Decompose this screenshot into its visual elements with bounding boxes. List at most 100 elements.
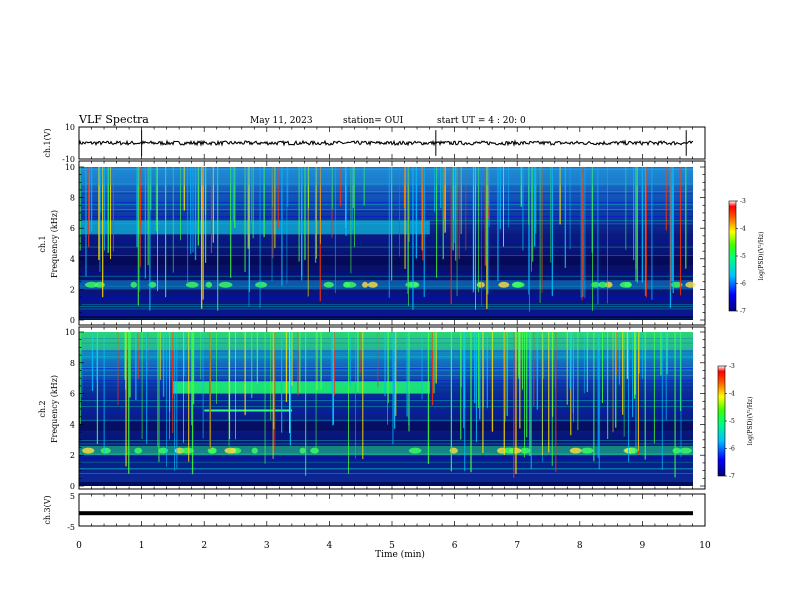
bottom-strip <box>79 482 693 486</box>
hiss-blob <box>180 447 194 454</box>
hiss-blob <box>408 447 422 454</box>
hiss-blob <box>597 281 608 288</box>
x-tick-label: 8 <box>577 541 583 551</box>
hiss-blob <box>130 281 137 288</box>
hiss-blob <box>520 447 531 454</box>
colorbar-tick-label: -5 <box>740 253 746 260</box>
ch2-spectrogram-panel: 0 2 4 6 8 10 ch.2 Frequency (kHz) <box>38 326 706 491</box>
hiss-blob <box>255 281 268 288</box>
ch1-waveform-panel: 10 -10 ch.1(V) <box>43 123 706 164</box>
hiss-blob <box>624 281 632 288</box>
x-tick-label: 5 <box>389 541 395 551</box>
hiss-blob <box>218 281 233 288</box>
x-tick-label: 2 <box>201 541 207 551</box>
hiss-blob <box>205 281 213 288</box>
colorbar-tick-label: -3 <box>729 363 735 370</box>
colorbar-tick-label: -5 <box>729 418 735 425</box>
ch1-ylabel: ch.1(V) <box>43 128 52 157</box>
y-tick-label: 6 <box>70 390 75 399</box>
ch2-colorbar-scale <box>717 365 726 477</box>
x-tick-label: 6 <box>452 541 458 551</box>
station-label: station= OUI <box>343 116 404 126</box>
hiss-blob <box>502 447 517 454</box>
x-tick-label: 4 <box>327 541 333 551</box>
ch3-waveform-frame <box>78 493 706 527</box>
hiss-blob <box>367 281 378 288</box>
hiss-blob <box>299 447 306 454</box>
ch1-spectrogram-bg <box>79 167 693 320</box>
colorbar-tick-label: -6 <box>729 446 735 453</box>
hiss-blob <box>82 447 95 454</box>
ch2-colorbar: -3 -4 -5 -6 -7 log(PSD)(V²/Hz) <box>717 363 754 480</box>
hiss-blob <box>685 281 696 288</box>
hiss-blob <box>134 447 143 454</box>
ch2-spectrogram-marks <box>79 332 693 486</box>
quiet-band <box>79 421 693 431</box>
hiss-blob <box>679 447 692 454</box>
colorbar-tick-label: -7 <box>740 308 746 315</box>
hiss-blob <box>511 281 523 288</box>
ch1-waveform-trace <box>78 130 694 156</box>
hiss-blob <box>251 447 258 454</box>
x-tick-label: 10 <box>699 541 711 551</box>
ch3-waveform-panel: 5 -5 ch.3(V) <box>43 492 706 532</box>
upper-emission <box>79 332 693 351</box>
ch1-panel-label: ch.1 <box>38 235 47 252</box>
colorbar-tick-label: -4 <box>729 391 735 398</box>
y-tick-label: 0 <box>70 316 75 325</box>
emission-band <box>79 220 430 235</box>
hiss-blob <box>310 447 319 454</box>
ch3-ylabel: ch.3(V) <box>43 495 52 524</box>
ch1-ytick-top: 10 <box>65 123 75 132</box>
ch1-spectrogram-panel: 0 2 4 6 8 10 ch.1 Frequency (kHz) <box>38 160 706 326</box>
colorbar-tick-label: -7 <box>729 473 735 480</box>
x-tick-label: 9 <box>640 541 646 551</box>
x-tick-label: 1 <box>139 541 145 551</box>
x-axis-label: Time (min) <box>375 549 425 560</box>
quiet-band <box>79 255 693 265</box>
upper-emission <box>79 167 693 186</box>
ch1-colorbar: -3 -4 -5 -6 -7 log(PSD)(V²/Hz) <box>728 198 765 315</box>
colorbar-tick-label: -4 <box>740 226 746 233</box>
start-time-label: start UT = 4 : 20: 0 <box>437 116 526 126</box>
colorbar-tick-label: -3 <box>740 198 746 205</box>
hiss-blob <box>100 447 111 454</box>
x-tick-label: 3 <box>264 541 270 551</box>
hiss-blob <box>476 281 485 288</box>
hiss-blob <box>207 447 216 454</box>
y-tick-label: 4 <box>70 255 75 264</box>
ch1-trace-line <box>78 139 694 147</box>
hiss-blob <box>410 281 420 288</box>
ch2-spectrogram-bg <box>79 332 693 486</box>
hiss-blob <box>185 281 199 288</box>
hiss-blob <box>581 447 594 454</box>
hiss-blob <box>84 281 99 288</box>
y-tick-label: 10 <box>65 163 75 172</box>
hiss-blob <box>498 281 510 288</box>
colorbar-tick-label: -6 <box>740 281 746 288</box>
hiss-blob <box>158 447 169 454</box>
ch1-ytick-bottom: -10 <box>62 155 75 164</box>
figure-title: VLF Spectra <box>78 113 149 126</box>
x-tick-label: 7 <box>514 541 520 551</box>
date-label: May 11, 2023 <box>250 116 313 126</box>
y-tick-label: 2 <box>70 285 75 294</box>
hiss-blob <box>323 281 334 288</box>
ch3-ytick-bottom: -5 <box>67 523 75 532</box>
ch3-ytick-top: 5 <box>70 492 75 501</box>
hiss-blob <box>362 281 369 288</box>
ch1-ylabel: Frequency (kHz) <box>50 210 59 278</box>
hiss-blob <box>344 281 357 288</box>
y-tick-label: 8 <box>70 194 75 203</box>
ch2-panel-label: ch.2 <box>38 400 47 417</box>
y-tick-label: 10 <box>65 328 75 337</box>
ch2-colorbar-label: log(PSD)(V²/Hz) <box>747 397 754 446</box>
hiss-band <box>79 445 693 456</box>
y-tick-label: 4 <box>70 420 75 429</box>
y-tick-label: 8 <box>70 359 75 368</box>
y-tick-label: 2 <box>70 451 75 460</box>
hiss-blob <box>605 281 613 288</box>
ch3-waveform-trace <box>79 511 693 516</box>
bottom-strip <box>79 316 693 320</box>
